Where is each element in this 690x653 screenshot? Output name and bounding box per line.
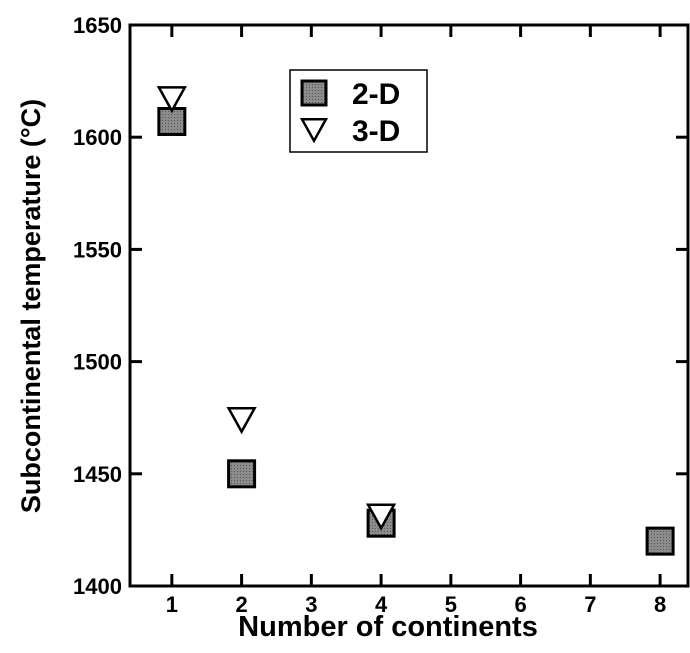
point: [227, 459, 257, 489]
legend-marker: [300, 79, 328, 107]
x-tick-label: 3: [305, 592, 317, 617]
y-tick-label: 1450: [73, 462, 122, 487]
point: [226, 406, 257, 435]
x-tick-label: 8: [654, 592, 666, 617]
x-tick-label: 2: [235, 592, 247, 617]
y-tick-label: 1650: [73, 13, 122, 38]
x-tick-label: 6: [514, 592, 526, 617]
x-tick-label: 5: [445, 592, 457, 617]
point: [645, 526, 675, 556]
x-tick-label: 1: [166, 592, 178, 617]
point: [365, 503, 397, 531]
x-axis-label: Number of continents: [238, 611, 538, 643]
point: [156, 86, 187, 114]
y-tick-label: 1400: [73, 574, 122, 599]
legend-label: 3-D: [352, 115, 400, 148]
plot-frame: [128, 23, 690, 588]
y-tick-label: 1500: [73, 350, 122, 375]
y-tick-label: 1600: [73, 125, 122, 150]
legend-marker: [299, 117, 329, 144]
y-tick-label: 1550: [73, 237, 122, 262]
legend-label: 2-D: [352, 78, 400, 111]
x-tick-label: 4: [375, 592, 388, 617]
x-tick-label: 7: [584, 592, 596, 617]
y-axis-label: Subcontinental temperature (°C): [16, 99, 46, 513]
